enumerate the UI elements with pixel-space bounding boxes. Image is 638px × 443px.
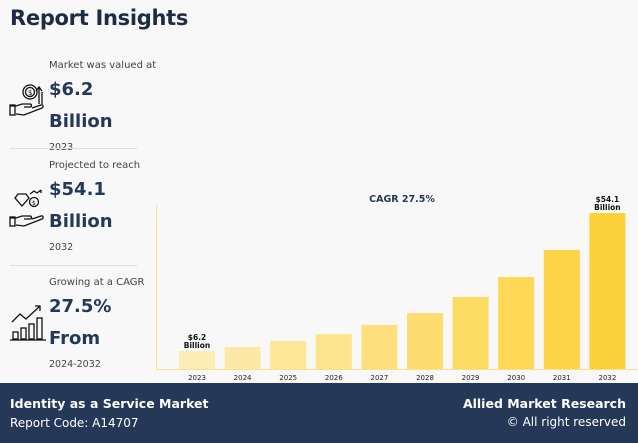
bar-2026 [315, 334, 352, 369]
bar-2030 [498, 277, 535, 369]
stat-value: 27.5% From [49, 296, 112, 349]
data-label: $6.2 [188, 333, 207, 342]
hand-diamond-coin-icon: $ [9, 189, 44, 227]
data-label: Billion [184, 341, 211, 350]
bar-2028 [407, 313, 443, 369]
footer-market-name: Identity as a Service Market [10, 396, 209, 411]
x-tick-label: 2029 [462, 374, 480, 382]
stat-label: Growing at a CAGR [49, 277, 145, 288]
footer: Identity as a Service Market Report Code… [0, 383, 638, 443]
bar-2023 [179, 351, 215, 369]
stat-cagr: Growing at a CAGR 27.5% From 2024-2032 [49, 275, 159, 373]
svg-text:$: $ [28, 89, 32, 97]
x-tick-label: 2028 [416, 374, 434, 382]
stat-projected-value: Projected to reach $54.1 Billion 2032 [49, 158, 159, 256]
footer-report-code: Report Code: A14707 [10, 416, 139, 430]
stat-year: 2024-2032 [49, 359, 101, 370]
x-tick-label: 2026 [325, 374, 343, 382]
bar-chart-growth-icon [10, 305, 46, 341]
x-tick-label: 2031 [553, 374, 571, 382]
stat-value: $54.1 Billion [49, 179, 113, 232]
x-tick-label: 2024 [234, 374, 252, 382]
footer-brand: Allied Market Research [462, 396, 626, 411]
page-title: Report Insights [10, 6, 189, 30]
bar-2031 [543, 249, 580, 369]
data-label: $54.1 [596, 195, 620, 204]
stat-year: 2023 [49, 140, 159, 156]
divider [10, 265, 137, 266]
bar-2032 [589, 213, 626, 369]
x-tick-label: 2023 [188, 374, 206, 382]
x-tick-label: 2025 [279, 374, 297, 382]
divider [10, 148, 137, 149]
x-tick-label: 2027 [370, 374, 388, 382]
bar-2027 [361, 324, 398, 369]
svg-text:$: $ [32, 200, 36, 207]
stat-value: $6.2 Billion [49, 79, 113, 132]
stat-label: Projected to reach [49, 160, 141, 171]
x-tick-label: 2030 [507, 374, 525, 382]
hand-money-growth-icon: $ [9, 84, 44, 116]
bar-2024 [224, 347, 261, 369]
data-label: Billion [594, 203, 621, 212]
bar-2029 [452, 296, 489, 369]
x-tick-label: 2032 [598, 374, 616, 382]
bar-2025 [270, 341, 307, 369]
stat-label: Market was valued at [49, 60, 157, 71]
footer-rights: © All right reserved [506, 415, 626, 429]
stat-market-value: Market was valued at $6.2 Billion 2023 [49, 58, 159, 156]
chart-title: CAGR 27.5% [369, 194, 435, 205]
stat-year: 2032 [49, 242, 74, 253]
